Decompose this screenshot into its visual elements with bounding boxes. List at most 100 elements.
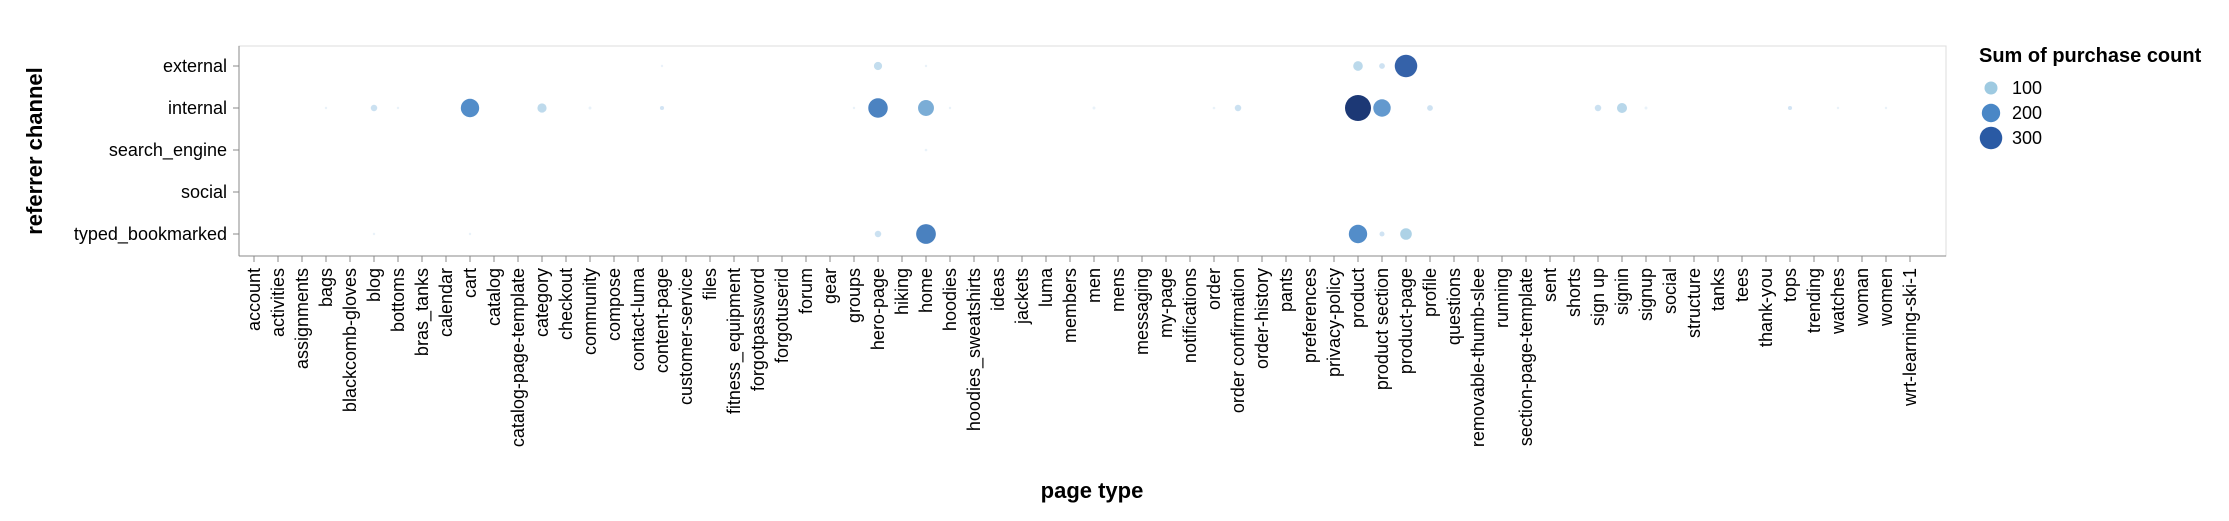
data-point	[1348, 224, 1368, 244]
x-tick-label: removable-thumb-slee	[1468, 268, 1488, 447]
x-tick-label: mens	[1108, 268, 1128, 312]
legend-label: 200	[2012, 103, 2042, 123]
x-tick-label: profile	[1420, 268, 1440, 317]
data-point	[1394, 54, 1418, 78]
x-tick-label: order	[1204, 268, 1224, 310]
data-point	[324, 106, 328, 110]
x-tick-label: contact-luma	[628, 267, 648, 371]
plot-frame	[238, 45, 1947, 257]
x-tick-label: customer-service	[676, 268, 696, 405]
y-tick-label: internal	[168, 98, 227, 118]
data-points	[324, 54, 1888, 244]
x-tick-label: hoodies	[940, 268, 960, 331]
data-point	[1787, 105, 1793, 111]
x-tick-label: my-page	[1156, 268, 1176, 338]
x-tick-label: order-history	[1252, 268, 1272, 369]
data-point	[868, 98, 888, 118]
legend-items: 100 200 300	[1979, 78, 2042, 150]
data-point	[948, 106, 952, 110]
x-tick-label: shorts	[1564, 268, 1584, 317]
x-tick-label: catalog-page-template	[508, 268, 528, 447]
x-tick-label: ideas	[988, 268, 1008, 311]
x-axis-title: page type	[1041, 478, 1144, 503]
x-tick-label: product	[1348, 268, 1368, 328]
x-tick-label: running	[1492, 268, 1512, 328]
x-tick-label: messaging	[1132, 268, 1152, 355]
x-tick-label: notifications	[1180, 268, 1200, 363]
x-tick-label: activities	[268, 268, 288, 337]
x-tick-label: preferences	[1300, 268, 1320, 363]
x-tick-label: men	[1084, 268, 1104, 303]
x-tick-label: tanks	[1708, 268, 1728, 311]
data-point	[537, 103, 547, 113]
x-tick-label: product-page	[1396, 268, 1416, 374]
x-tick-label: signup	[1636, 268, 1656, 321]
data-point	[1234, 104, 1242, 112]
data-point	[1616, 102, 1628, 114]
x-tick-label: groups	[844, 268, 864, 323]
data-point	[659, 105, 665, 111]
data-point	[370, 104, 378, 112]
x-tick-label: trending	[1804, 268, 1824, 333]
data-point	[396, 106, 400, 110]
x-tick-label: catalog	[484, 268, 504, 326]
legend-symbol	[1984, 81, 1998, 95]
x-tick-label: fitness_equipment	[724, 268, 745, 414]
x-tick-label: hero-page	[868, 268, 888, 350]
data-point	[924, 64, 928, 68]
data-point	[1594, 104, 1602, 112]
x-tick-label: questions	[1444, 268, 1464, 345]
x-tick-label: gear	[820, 268, 840, 304]
data-point	[873, 61, 883, 71]
x-tick-label: blog	[364, 268, 384, 302]
x-tick-label: sign up	[1588, 268, 1608, 326]
y-tick-label: external	[163, 56, 227, 76]
x-tick-label: blackcomb-gloves	[340, 268, 360, 412]
legend-symbol	[1981, 103, 2001, 123]
x-tick-label: tops	[1780, 268, 1800, 302]
x-tick-label: section-page-template	[1516, 268, 1536, 446]
x-tick-label: structure	[1684, 268, 1704, 338]
x-tick-label: signin	[1612, 268, 1632, 315]
x-tick-label: privacy-policy	[1324, 268, 1344, 377]
data-point	[916, 224, 936, 244]
x-tick-label: files	[700, 268, 720, 300]
x-tick-label: sent	[1540, 268, 1560, 302]
x-tick-label: assignments	[292, 268, 312, 369]
x-tick-label: thank-you	[1756, 268, 1776, 347]
data-point	[1212, 106, 1216, 110]
legend: Sum of purchase count 100 200 300	[1979, 45, 2202, 150]
x-tick-label: account	[244, 268, 264, 331]
data-point	[1379, 231, 1385, 237]
x-tick-label: luma	[1036, 267, 1056, 307]
data-point	[468, 232, 472, 236]
legend-symbol	[1979, 126, 2003, 150]
data-point	[1092, 106, 1096, 110]
data-point	[1373, 99, 1391, 117]
x-tick-label: jackets	[1012, 268, 1032, 325]
x-tick-label: pants	[1276, 268, 1296, 312]
data-point	[918, 100, 934, 116]
y-tick-label: social	[181, 182, 227, 202]
x-tick-label: wrt-learning-ski-1	[1900, 268, 1920, 407]
data-point	[1427, 105, 1433, 111]
x-tick-label: order confirmation	[1228, 268, 1248, 413]
legend-label: 100	[2012, 78, 2042, 98]
x-tick-label: bags	[316, 268, 336, 307]
x-tick-label: cart	[460, 268, 480, 298]
x-tick-label: forgotuserid	[772, 268, 792, 363]
x-tick-label: checkout	[556, 268, 576, 340]
x-tick-label: social	[1660, 268, 1680, 314]
data-point	[1400, 228, 1412, 240]
x-tick-label: bras_tanks	[412, 268, 433, 356]
x-axis-ticks: account activities assignments bags blackcom…	[244, 256, 1920, 447]
legend-label: 300	[2012, 128, 2042, 148]
data-point	[660, 64, 664, 68]
x-tick-label: product section	[1372, 268, 1392, 390]
x-tick-label: woman	[1852, 268, 1872, 327]
x-tick-label: forum	[796, 268, 816, 314]
x-tick-label: content-page	[652, 268, 672, 373]
x-tick-label: community	[580, 268, 600, 355]
